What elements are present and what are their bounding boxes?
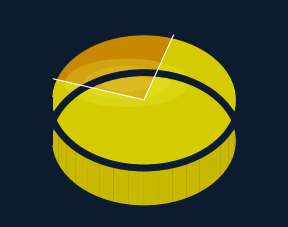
Polygon shape — [234, 111, 238, 162]
Polygon shape — [100, 160, 113, 205]
Polygon shape — [66, 139, 76, 188]
Polygon shape — [58, 130, 66, 180]
Polygon shape — [53, 120, 58, 171]
Polygon shape — [128, 167, 143, 209]
Polygon shape — [76, 148, 87, 195]
Polygon shape — [173, 161, 187, 206]
Polygon shape — [113, 164, 128, 208]
Polygon shape — [49, 35, 239, 168]
Polygon shape — [211, 140, 221, 189]
Ellipse shape — [49, 73, 239, 209]
Polygon shape — [87, 155, 100, 201]
Ellipse shape — [84, 66, 170, 100]
Polygon shape — [53, 32, 173, 100]
Polygon shape — [50, 110, 53, 161]
Polygon shape — [221, 131, 229, 181]
Ellipse shape — [103, 74, 151, 92]
Polygon shape — [158, 165, 173, 208]
Polygon shape — [143, 167, 158, 209]
Polygon shape — [229, 121, 234, 172]
Polygon shape — [200, 148, 211, 196]
Ellipse shape — [65, 59, 189, 107]
Polygon shape — [238, 100, 239, 152]
Polygon shape — [187, 155, 200, 202]
